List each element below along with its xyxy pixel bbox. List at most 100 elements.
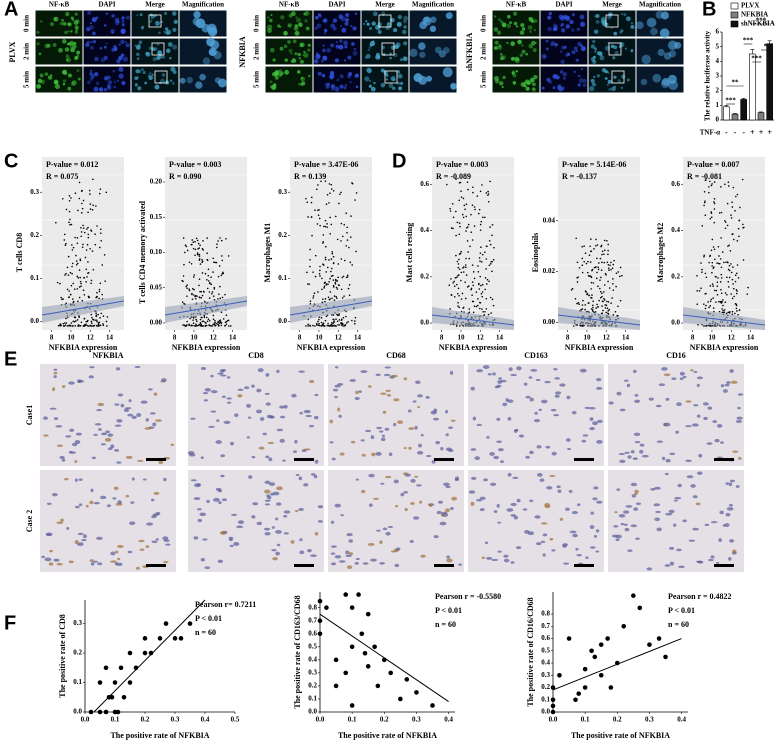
cloud-dot <box>720 211 723 214</box>
nucleus <box>45 532 53 537</box>
nucleus <box>420 434 424 437</box>
column-header: Merge <box>145 1 164 9</box>
cloud-dot <box>458 268 461 270</box>
cloud-dot <box>346 274 349 277</box>
cloud-dot <box>581 257 584 260</box>
nucleus <box>516 366 522 371</box>
cloud-dot <box>82 289 85 291</box>
cell <box>103 24 107 27</box>
column-header: DAPI <box>328 1 345 9</box>
error-bar <box>741 97 746 100</box>
nucleus <box>130 501 135 504</box>
significance: *** <box>756 17 767 25</box>
cloud-dot <box>583 260 585 263</box>
point <box>148 650 154 656</box>
cell <box>347 55 352 60</box>
cell <box>321 73 326 78</box>
cloud-dot <box>619 275 621 278</box>
y-axis-label: The positive rate of CD16/CD68 <box>526 597 535 706</box>
nucleus <box>724 383 730 387</box>
cloud-dot <box>78 197 81 200</box>
ihc-image <box>608 364 744 466</box>
nucleus <box>145 545 150 548</box>
cloud-dot <box>80 231 83 233</box>
point <box>349 703 355 708</box>
cell <box>399 58 403 62</box>
cell <box>322 18 328 24</box>
nucleus <box>448 426 453 430</box>
nucleus <box>282 514 288 518</box>
stat: Pearson r = -0.5580 <box>435 592 501 601</box>
nucleus <box>496 503 500 508</box>
nucleus <box>388 452 393 457</box>
cell <box>65 58 69 62</box>
nucleus <box>408 427 415 431</box>
cloud-dot <box>461 292 464 295</box>
cloud-dot <box>316 188 318 191</box>
y-tick-label: 6 <box>716 28 720 36</box>
nucleus <box>368 503 373 507</box>
cloud-dot <box>453 295 456 298</box>
cell <box>630 24 635 29</box>
nucleus <box>354 396 360 401</box>
cell <box>579 14 585 20</box>
cloud-dot <box>601 250 604 253</box>
cell <box>498 44 502 48</box>
nucleus <box>668 509 675 514</box>
cloud-dot <box>709 285 712 287</box>
nucleus <box>664 564 671 567</box>
cloud-dot <box>712 307 715 309</box>
cloud-dot <box>610 261 612 264</box>
cell <box>169 56 172 60</box>
nucleus <box>596 500 603 504</box>
cloud-dot <box>208 319 211 322</box>
cloud-dot <box>470 213 472 216</box>
cloud-dot <box>475 305 478 308</box>
nucleus <box>165 543 171 546</box>
cloud-dot <box>718 255 720 257</box>
cell <box>507 14 511 19</box>
nucleus <box>525 455 530 459</box>
point <box>663 654 668 660</box>
cloud-dot <box>473 305 476 308</box>
y-tick-label: 0.20 <box>150 178 163 186</box>
nucleus <box>728 482 733 487</box>
nucleus <box>678 565 685 569</box>
nucleus <box>247 416 252 419</box>
cell <box>40 79 46 85</box>
cloud-dot <box>83 231 86 234</box>
cloud-dot <box>592 300 594 303</box>
cell <box>64 30 68 35</box>
cell <box>553 74 558 79</box>
cell <box>560 24 563 27</box>
nucleus <box>368 473 375 478</box>
nucleus <box>135 566 140 570</box>
cloud-dot <box>723 311 726 313</box>
cloud-dot <box>607 267 610 269</box>
cloud-dot <box>724 219 726 222</box>
nucleus <box>540 540 546 543</box>
nucleus <box>330 545 337 548</box>
cloud-dot <box>606 300 608 303</box>
cell <box>121 23 125 27</box>
cell <box>134 83 138 87</box>
cloud-dot <box>329 325 331 327</box>
nucleus <box>696 414 701 418</box>
cloud-dot <box>311 234 313 237</box>
cloud-dot <box>203 314 206 317</box>
nucleus <box>303 483 309 487</box>
cloud-dot <box>206 259 209 262</box>
cloud-dot <box>89 203 92 205</box>
nucleus <box>476 423 483 427</box>
cloud-dot <box>703 325 705 327</box>
cell <box>595 20 600 24</box>
cloud-dot <box>732 266 734 268</box>
cloud-dot <box>482 310 484 313</box>
nucleus <box>56 562 63 566</box>
cloud-dot <box>465 266 467 269</box>
cloud-dot <box>481 291 484 293</box>
cloud-dot <box>213 286 216 289</box>
cloud-dot <box>83 294 86 296</box>
cloud-dot <box>346 239 349 241</box>
nucleus <box>370 558 377 562</box>
